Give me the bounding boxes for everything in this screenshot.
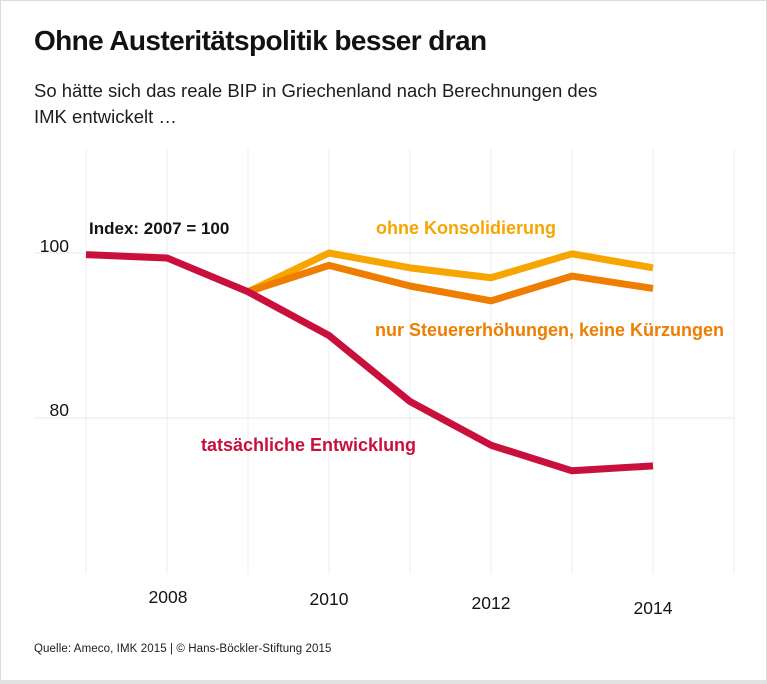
subtitle-line-2: IMK entwickelt …: [34, 106, 177, 127]
series-line-0: [246, 249, 654, 295]
series-label-ohne-konsolidierung: ohne Konsolidierung: [376, 218, 556, 238]
series-line-1: [246, 261, 654, 305]
y-axis-tick-100: 100: [39, 236, 69, 256]
source-note: Quelle: Ameco, IMK 2015 | © Hans-Böckler…: [34, 643, 332, 655]
x-axis-tick-2010: 2010: [309, 589, 349, 609]
x-axis-tick-2014: 2014: [633, 598, 673, 618]
y-axis-tick-80: 80: [49, 400, 69, 420]
x-axis-tick-2008: 2008: [148, 587, 188, 607]
page-subtitle: So hätte sich das reale BIP in Griechenl…: [34, 78, 714, 130]
x-axis-tick-2012: 2012: [471, 593, 511, 613]
series-line-2: [85, 251, 654, 475]
index-annotation: Index: 2007 = 100: [89, 219, 230, 238]
subtitle-line-1: So hätte sich das reale BIP in Griechenl…: [34, 80, 598, 101]
series-label-nur-steuererhoehungen: nur Steuererhöhungen, keine Kürzungen: [375, 320, 725, 340]
series-label-tatsaechliche-entwicklung: tatsächliche Entwicklung: [201, 435, 417, 455]
page-title: Ohne Austeritätspolitik besser dran: [34, 25, 487, 56]
